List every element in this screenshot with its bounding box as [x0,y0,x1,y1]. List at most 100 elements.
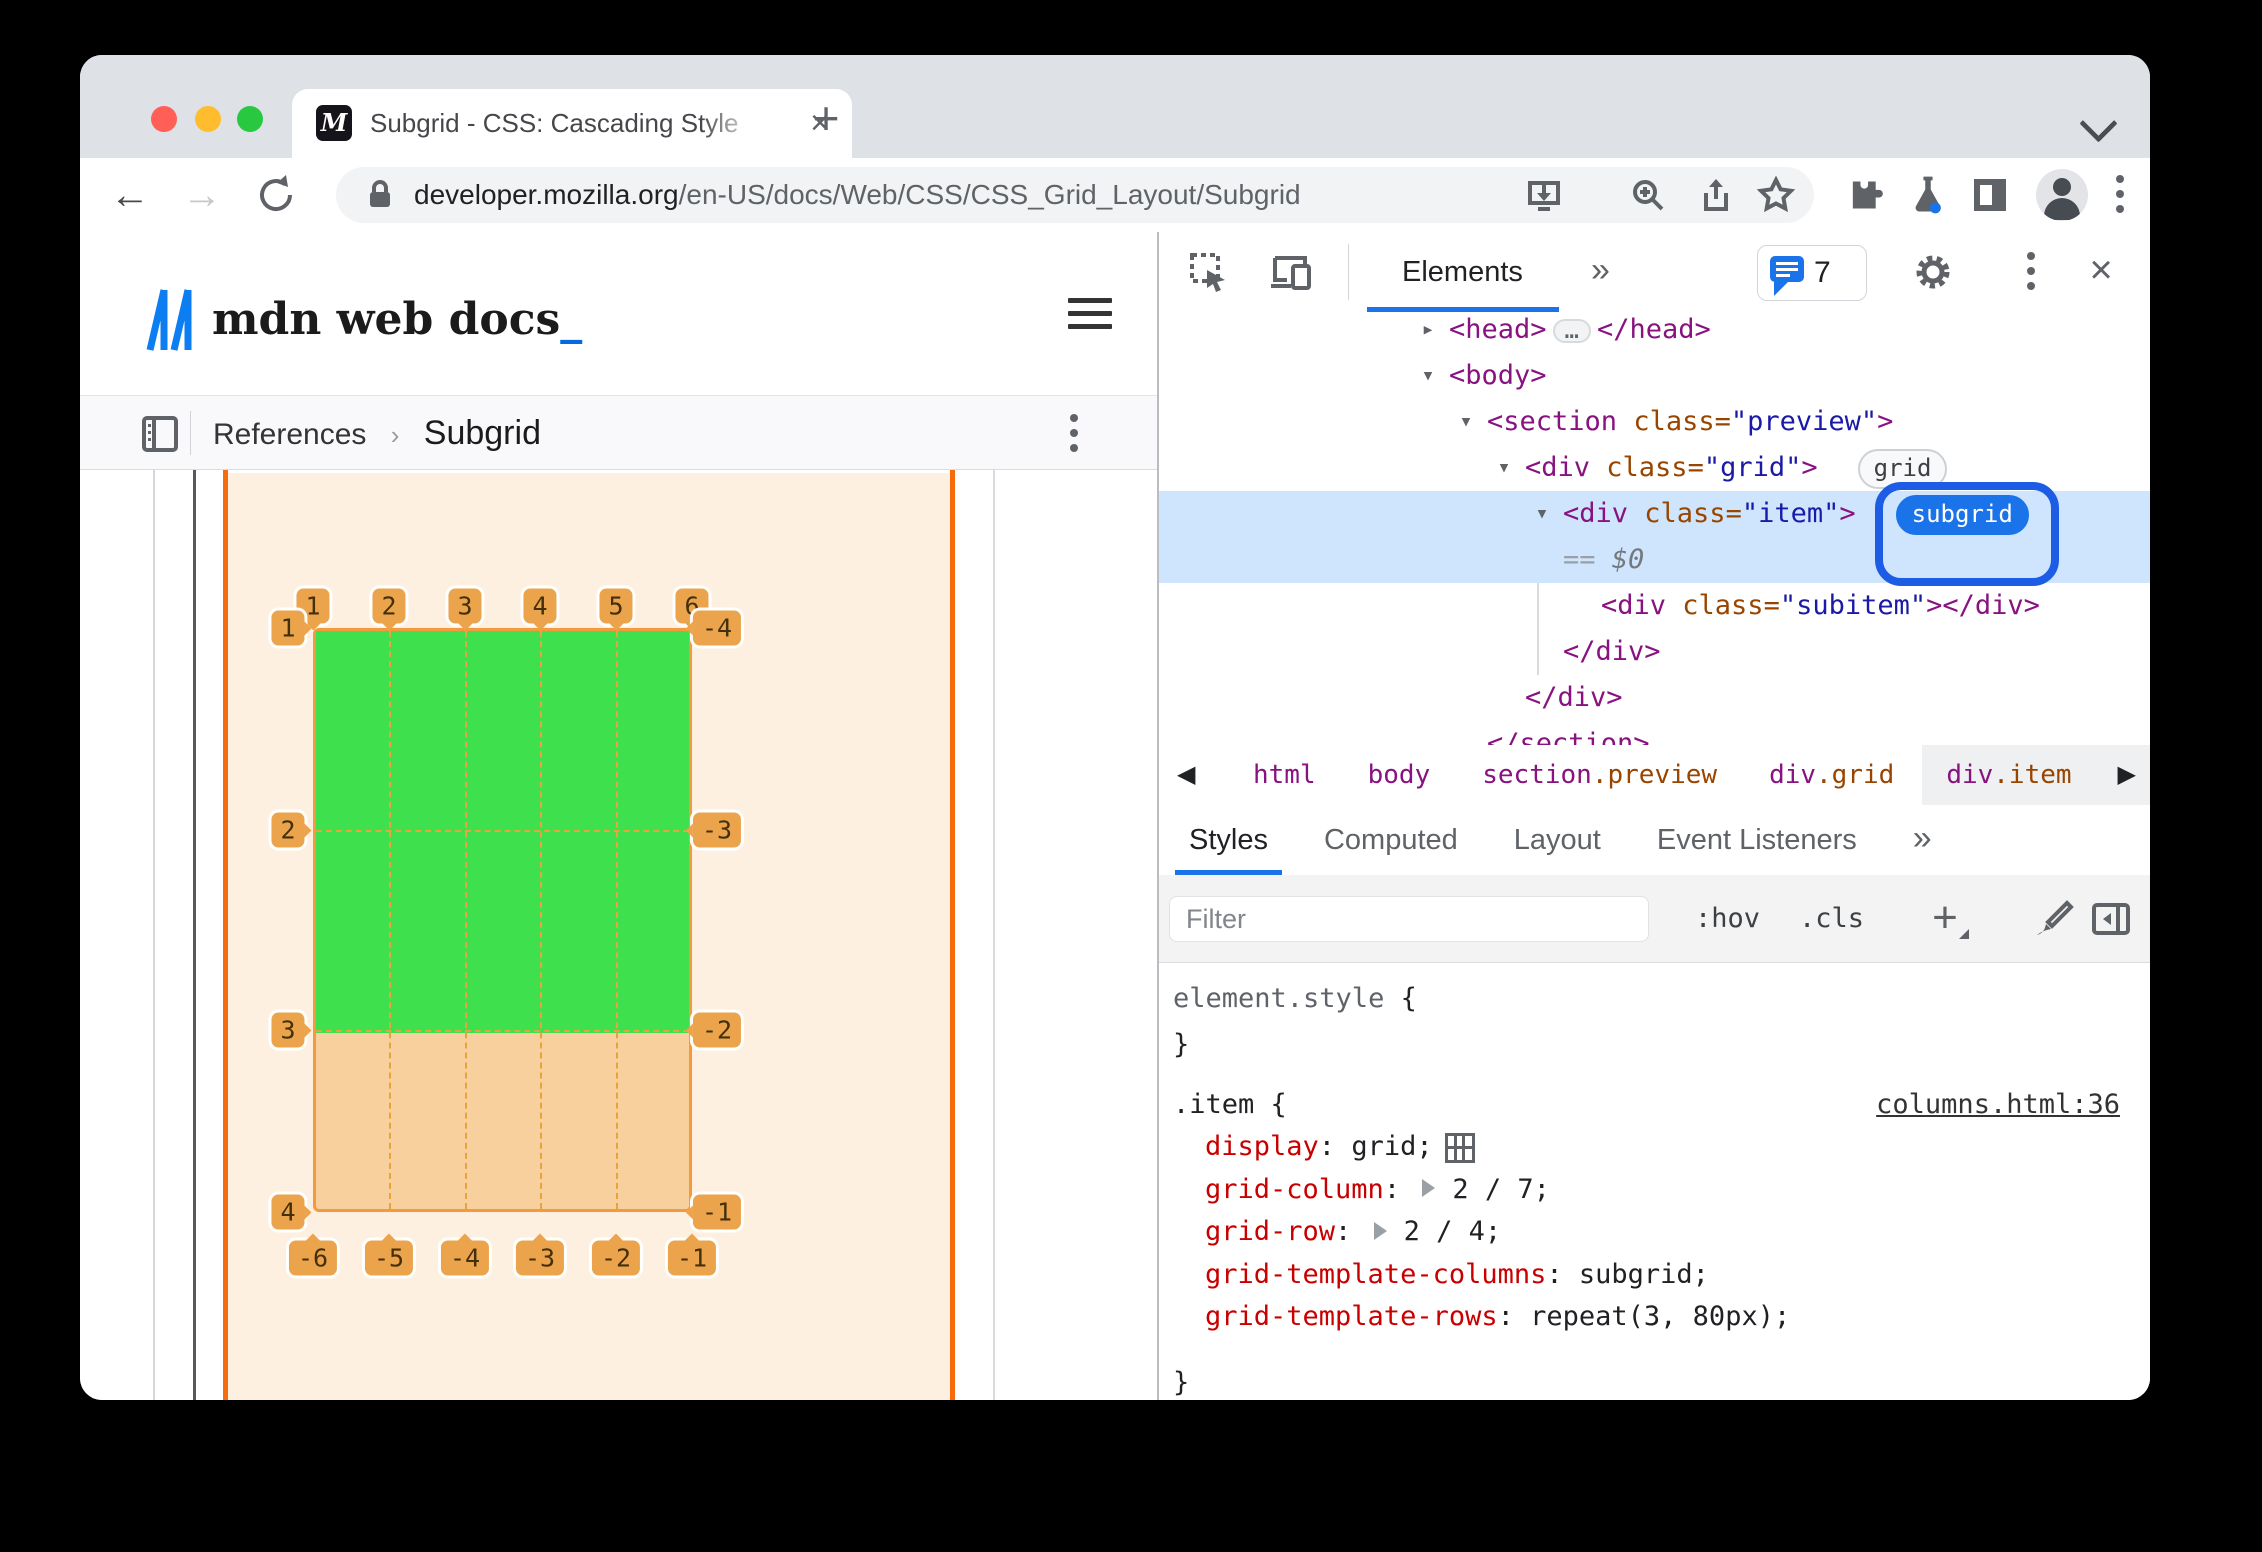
subgrid-item-overlay [313,628,692,1212]
tree-row[interactable]: ▾ <body> [1159,353,2150,399]
toggle-hover-state-button[interactable]: :hov [1695,903,1761,934]
element-style-section[interactable]: element.style { } [1159,963,2150,1078]
grid-editor-icon[interactable] [1444,1132,1475,1163]
column-line-badge: 3 [448,588,482,631]
profile-avatar[interactable] [2036,169,2088,221]
grid-extended-line-right [950,470,955,1400]
crumb-div.grid[interactable]: div.grid [1769,760,1895,790]
rule-source-link[interactable]: columns.html:36 [1876,1089,2120,1120]
rendering-brush-icon[interactable] [2031,897,2075,941]
devtools-menu-kebab-icon[interactable] [2027,252,2035,292]
toggle-class-button[interactable]: .cls [1799,903,1865,934]
lab-flask-icon[interactable] [1906,173,1950,217]
tab-search-chevron-icon[interactable] [2079,104,2118,143]
row-line-badge-negative: -4 [685,610,742,646]
subitem-green-area [316,631,689,1033]
css-declaration-grid-template-rows[interactable]: grid-template-rows: repeat(3, 80px); [1205,1301,1791,1332]
article-menu-kebab-icon[interactable] [1070,414,1078,454]
tab-styles[interactable]: Styles [1175,805,1282,875]
device-toolbar-icon[interactable] [1267,250,1311,294]
tree-row[interactable]: <div class="subitem"></div> [1601,590,2040,621]
mdn-logo[interactable]: mdn web docs_ [142,284,582,354]
subgrid-badge[interactable]: subgrid [1895,494,2029,535]
expand-arrow-icon[interactable]: ▾ [1497,455,1511,480]
article-toolbar: References › Subgrid [80,395,1157,470]
new-tab-button[interactable]: + [812,92,840,144]
tree-row[interactable]: ▾ <div class="grid"> grid [1159,445,2150,491]
new-style-rule-button[interactable]: + [1923,896,1969,941]
more-panels-chevron-icon[interactable]: » [1591,251,1610,289]
share-icon[interactable] [1696,175,1736,215]
tree-row[interactable]: </div> [1525,682,1623,713]
column-line-badge-negative: -6 [288,1233,338,1276]
css-declaration-grid-row[interactable]: grid-row: 2 / 4; [1205,1216,1502,1247]
row-line-badge: 3 [271,1012,312,1048]
column-line-badge-negative: -3 [515,1233,565,1276]
expand-arrow-icon[interactable]: ▾ [1535,501,1549,526]
tree-row[interactable]: ▸ <head>… </head> [1159,312,2150,353]
zoom-icon[interactable] [1628,175,1668,215]
forward-button[interactable]: → [182,173,222,217]
hamburger-menu-icon[interactable] [1068,298,1112,330]
issues-counter[interactable]: 7 [1757,245,1867,301]
styles-filter-input[interactable] [1169,896,1649,942]
elements-tree: ▸ <head>… </head> ▾ <body> ▾ <section class="p… [1159,312,2150,745]
item-rule-section[interactable]: .item { columns.html:36 display: grid; gr… [1159,1077,2150,1400]
browser-menu-kebab-icon[interactable] [2116,175,2124,215]
css-declaration-display[interactable]: display: grid; [1205,1127,2136,1167]
tree-row[interactable]: == $0 [1159,537,2150,583]
tab-computed[interactable]: Computed [1323,824,1458,856]
browser-tab[interactable]: M Subgrid - CSS: Cascading Style × [292,89,852,158]
tree-row[interactable]: </div> [1563,636,1661,667]
tab-layout[interactable]: Layout [1513,824,1601,856]
css-declaration-grid-template-columns[interactable]: grid-template-columns: subgrid; [1205,1258,1709,1290]
toolbar-divider [190,411,191,455]
tab-event-listeners[interactable]: Event Listeners [1656,824,1857,856]
tab-elements[interactable]: Elements [1402,256,1523,288]
tree-row[interactable]: ▾ <div class="item"> subgrid [1159,491,2150,537]
css-declaration-grid-column[interactable]: grid-column: 2 / 7; [1205,1173,1550,1205]
column-line-badge-negative: -4 [440,1233,490,1276]
expand-shorthand-icon[interactable] [1422,1179,1444,1197]
inspect-element-icon[interactable] [1187,250,1231,294]
breadcrumb-references[interactable]: References [213,418,367,451]
tree-row[interactable]: </section> [1487,728,1650,745]
close-window-button[interactable] [151,106,177,132]
back-button[interactable]: ← [110,173,150,217]
sidebar-toggle-icon[interactable] [138,412,182,456]
row-line-badge: 1 [271,610,312,646]
styles-tab-bar: Styles Computed Layout Event Listeners » [1159,805,2150,876]
sidebar-panel-toggle-icon[interactable] [2089,897,2133,941]
mdn-logo-icon [146,289,192,351]
bookmark-star-icon[interactable] [1756,175,1796,215]
crumb-html[interactable]: html [1253,760,1316,790]
grid-badge[interactable]: grid [1857,448,1948,489]
crumb-section.preview[interactable]: section.preview [1482,760,1718,790]
crumb-body[interactable]: body [1367,760,1431,790]
zoom-window-button[interactable] [237,106,263,132]
address-bar[interactable]: developer.mozilla.org/en-US/docs/Web/CSS… [336,167,1814,223]
mdn-page: mdn web docs_ References › Subgrid [80,232,1157,1400]
logo-underscore: _ [560,293,583,345]
expand-arrow-icon[interactable]: ▸ [1421,317,1435,342]
extensions-puzzle-icon[interactable] [1841,173,1885,217]
crumb-scroll-right-icon[interactable]: ▶ [2117,761,2136,788]
rule-selector[interactable]: .item [1173,1089,1255,1120]
crumb-scroll-left-icon[interactable]: ◀ [1177,761,1196,788]
devtools-settings-gear-icon[interactable] [1911,250,1955,294]
devtools-close-icon[interactable]: × [2089,248,2113,292]
expand-arrow-icon[interactable]: ▾ [1459,409,1473,434]
side-panel-icon[interactable] [1968,173,2012,217]
tab-close-icon[interactable]: × [810,104,830,142]
tree-row[interactable]: ▾ <section class="preview"> [1159,399,2150,445]
crumb-div.item[interactable]: div.item [1946,760,2072,790]
reload-button[interactable] [252,171,300,219]
minimize-window-button[interactable] [195,106,221,132]
more-tabs-chevron-icon[interactable]: » [1912,819,1932,857]
collapsed-children-ellipsis[interactable]: … [1552,318,1591,343]
header-divider [1348,244,1349,300]
install-icon[interactable] [1524,175,1564,215]
expand-arrow-icon[interactable]: ▾ [1421,363,1435,388]
expand-shorthand-icon[interactable] [1373,1221,1396,1240]
column-line-badge-negative: -2 [591,1233,641,1276]
